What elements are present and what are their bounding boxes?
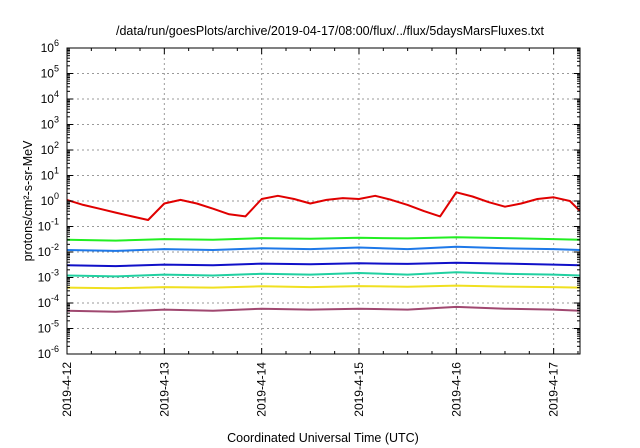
y-tick-label: 104 [41,89,59,106]
y-tick-label: 10-1 [38,217,59,234]
y-tick-label: 10-2 [38,242,59,259]
y-tick-labels: 10-6 10-5 10-4 10-3 10-2 10-1 100 101 102 103 104 1… [38,38,59,361]
series-line-2 [66,236,581,242]
x-tick-label: 2019-4-12 [60,362,74,417]
y-tick-label: 10-3 [38,268,59,285]
series-line-6 [66,284,581,290]
series-line-3 [66,245,581,252]
x-tick-label: 2019-4-14 [255,362,269,417]
y-tick-label: 103 [41,115,59,132]
y-tick-label: 100 [41,191,59,208]
y-axis-title: protons/cm²-s-sr-MeV [21,140,35,262]
y-tick-label: 10-5 [38,319,59,336]
x-tick-label: 2019-4-17 [547,362,561,417]
y-tick-label: 10-4 [38,293,59,310]
series-line-4 [66,261,581,268]
series-line-7 [66,305,581,313]
y-tick-label: 102 [41,140,59,157]
x-axis-title: Coordinated Universal Time (UTC) [227,431,419,445]
series-line-5 [66,271,581,278]
x-tick-label: 2019-4-15 [352,362,366,417]
y-tick-label: 10-6 [38,344,59,361]
grid [66,48,580,354]
series-group [66,191,581,313]
x-tick-label: 2019-4-16 [449,362,463,417]
y-tick-label: 101 [41,166,59,183]
series-line-1 [66,191,581,221]
y-tick-label: 106 [41,38,59,55]
x-tick-label: 2019-4-13 [157,362,171,417]
y-tick-label: 105 [41,64,59,81]
chart-title: /data/run/goesPlots/archive/2019-04-17/0… [116,24,545,38]
axis-ticks [66,47,580,355]
x-tick-labels: 2019-4-12 2019-4-13 2019-4-14 2019-4-15 2019… [60,362,561,417]
